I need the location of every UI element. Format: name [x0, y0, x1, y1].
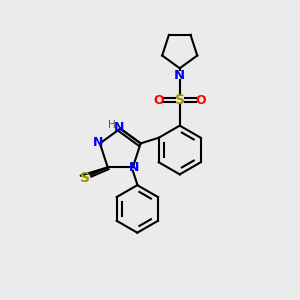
Text: S: S [175, 93, 185, 107]
Text: N: N [129, 161, 140, 174]
Text: O: O [196, 94, 206, 107]
Text: N: N [114, 121, 124, 134]
Text: N: N [174, 69, 185, 82]
Text: H: H [108, 120, 116, 130]
Text: O: O [153, 94, 164, 107]
Text: S: S [80, 171, 90, 185]
Text: N: N [93, 136, 103, 149]
